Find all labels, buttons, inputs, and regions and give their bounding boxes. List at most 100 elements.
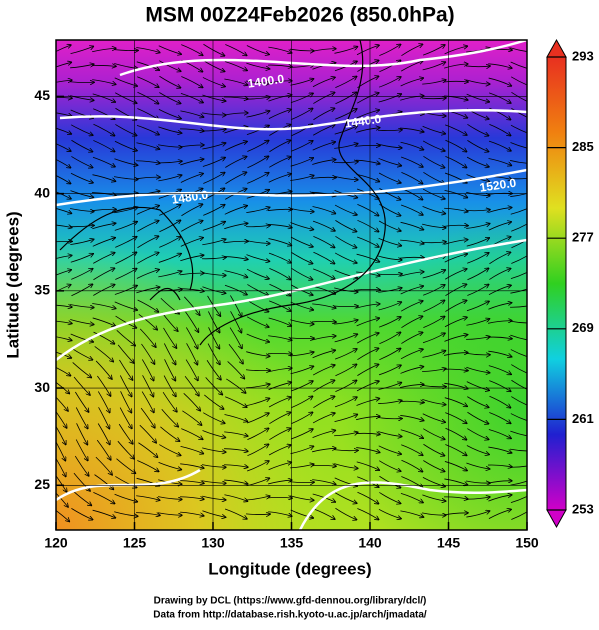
streamline	[224, 479, 248, 484]
streamline	[467, 411, 488, 424]
streamline	[73, 472, 90, 491]
streamline	[75, 407, 87, 428]
streamline	[356, 159, 380, 164]
streamline	[423, 460, 444, 471]
field	[56, 40, 527, 530]
streamline	[443, 81, 468, 82]
streamline	[444, 95, 468, 100]
streamline	[510, 160, 527, 164]
streamline	[114, 77, 138, 86]
streamline	[467, 253, 489, 264]
credit: Drawing by DCL (https://www.gfd-dennou.o…	[154, 596, 427, 607]
streamline	[56, 255, 71, 259]
streamline	[510, 76, 527, 86]
streamline	[466, 191, 490, 195]
streamline	[511, 379, 527, 390]
streamline	[136, 206, 159, 215]
streamline	[91, 65, 116, 66]
streamline	[136, 495, 160, 500]
streamline	[334, 432, 358, 437]
streamline	[246, 316, 269, 327]
streamline	[203, 205, 224, 216]
streamline	[115, 476, 136, 487]
streamline	[201, 464, 226, 468]
y-tick-label: 45	[34, 87, 50, 103]
streamline	[335, 380, 356, 393]
streamline	[92, 509, 116, 518]
streamline	[161, 409, 178, 426]
x-axis-label: Longitude (degrees)	[208, 559, 371, 578]
streamline	[158, 126, 181, 133]
streamline	[76, 423, 88, 444]
streamline	[119, 407, 132, 429]
streamline	[245, 81, 270, 83]
streamline	[159, 237, 180, 248]
streamline	[71, 269, 92, 280]
streamline	[334, 397, 357, 408]
streamline	[180, 497, 204, 499]
streamline	[181, 428, 202, 440]
streamline	[159, 75, 180, 87]
streamline	[56, 457, 66, 476]
streamline	[136, 161, 160, 164]
coastline	[59, 40, 386, 346]
streamline	[488, 429, 511, 439]
streamline	[56, 351, 72, 358]
streamline	[379, 44, 400, 56]
streamline	[400, 156, 423, 167]
streamline	[56, 175, 70, 183]
streamline	[160, 426, 179, 441]
streamline	[246, 333, 270, 342]
streamline	[378, 143, 402, 148]
streamline	[334, 334, 358, 343]
streamline	[291, 396, 312, 409]
streamline	[246, 111, 269, 118]
streamline	[224, 97, 248, 99]
streamline	[291, 412, 312, 425]
streamline	[290, 429, 313, 440]
streamline	[467, 123, 488, 135]
streamline	[139, 328, 156, 347]
streamline	[203, 60, 224, 72]
streamline	[357, 348, 378, 361]
streamline	[181, 76, 202, 87]
streamline	[203, 188, 224, 201]
streamline	[445, 300, 466, 312]
streamline	[92, 93, 116, 102]
y-tick-label: 30	[34, 379, 50, 395]
streamline	[56, 425, 66, 444]
streamline	[157, 144, 182, 147]
streamline	[269, 157, 291, 168]
streamline	[246, 496, 270, 501]
streamline	[488, 140, 511, 151]
streamline	[180, 481, 204, 484]
streamline	[56, 45, 71, 52]
streamline	[400, 510, 423, 517]
streamline	[202, 257, 226, 259]
streamline	[421, 512, 446, 515]
streamline	[56, 112, 72, 117]
streamline	[377, 130, 402, 131]
streamline	[202, 222, 225, 231]
streamline	[422, 477, 445, 486]
streamline	[467, 396, 488, 408]
streamline	[356, 93, 379, 104]
streamline	[267, 81, 292, 84]
streamline	[489, 412, 510, 424]
streamline	[443, 513, 468, 516]
streamline	[510, 496, 527, 504]
streamline	[115, 124, 136, 135]
streamline	[224, 508, 247, 519]
streamline	[70, 239, 93, 246]
streamline	[379, 332, 400, 345]
streamline	[227, 361, 245, 378]
streamline	[71, 508, 92, 519]
streamline	[334, 144, 358, 149]
streamline	[357, 219, 378, 231]
streamline	[115, 269, 136, 280]
streamline	[356, 110, 380, 119]
streamline	[56, 127, 72, 134]
streamline	[444, 335, 467, 342]
streamline	[268, 368, 292, 373]
x-tick-label: 145	[437, 535, 461, 551]
